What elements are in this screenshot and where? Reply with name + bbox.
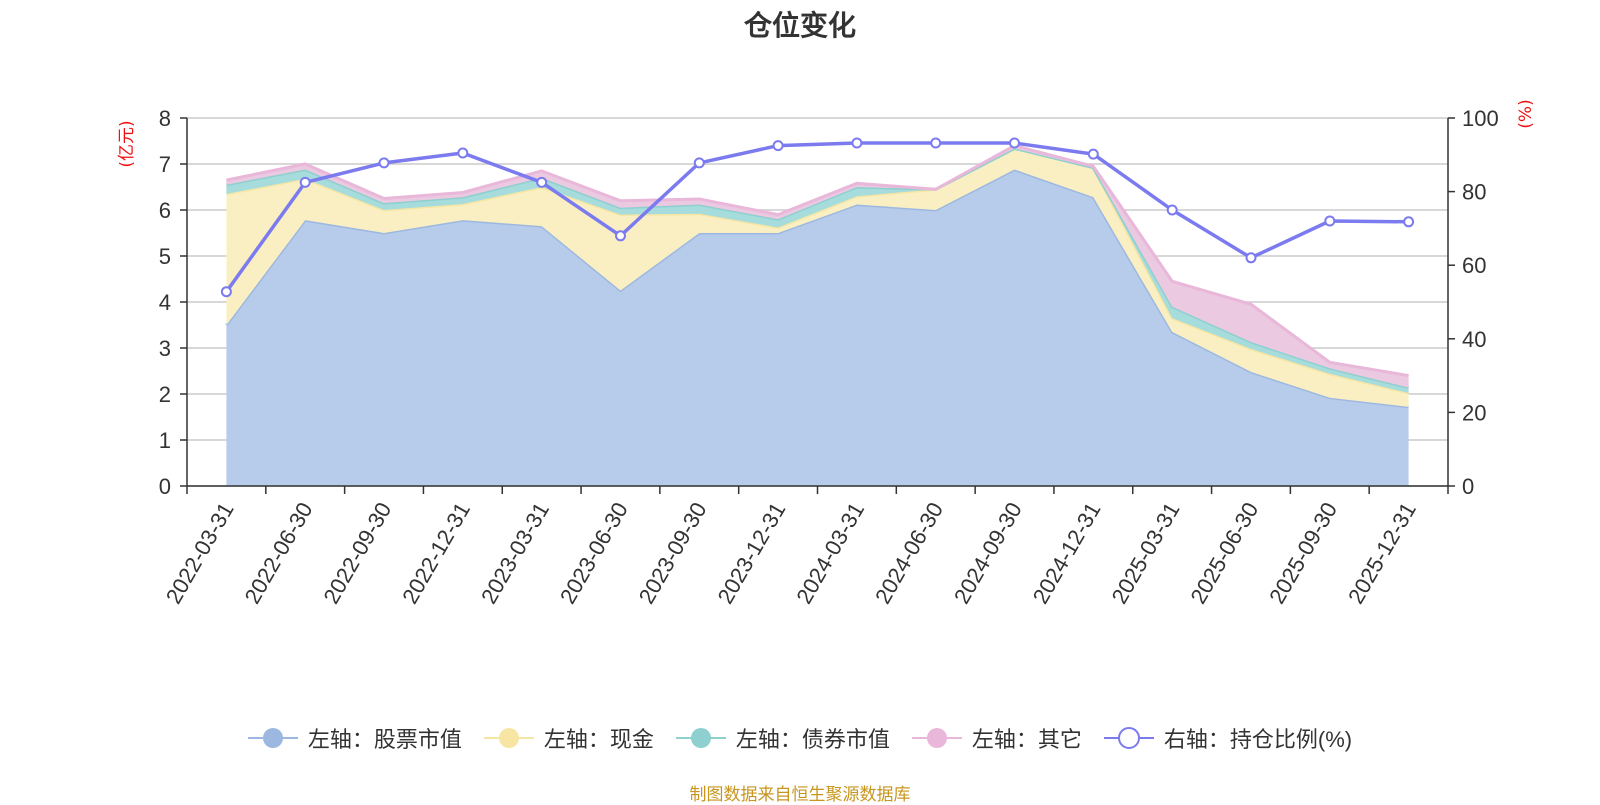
legend-label: 左轴：股票市值: [307, 727, 462, 752]
legend-marker-icon: [483, 728, 534, 748]
x-tick-label: 2025-03-31: [1107, 498, 1185, 608]
legend-item-stock[interactable]: 左轴：股票市值: [247, 722, 462, 754]
left-tick-label: 4: [159, 290, 171, 315]
ratio-point: [772, 140, 784, 152]
ratio-point: [220, 286, 232, 298]
legend-label: 右轴：持仓比例(%): [1163, 727, 1353, 752]
left-tick-label: 1: [159, 428, 171, 453]
ratio-point: [1009, 137, 1020, 149]
left-tick-label: 3: [159, 336, 171, 361]
x-tick-label: 2024-12-31: [1028, 498, 1106, 608]
legend-marker-icon: [247, 728, 298, 748]
ratio-point: [299, 176, 311, 188]
area-series-1: [226, 148, 1409, 407]
x-tick-label: 2023-12-31: [713, 498, 791, 608]
ratio-point: [378, 157, 390, 169]
x-tick-label: 2024-09-30: [949, 498, 1027, 608]
right-tick-label: 0: [1462, 474, 1474, 499]
ratio-line: [224, 141, 1409, 293]
right-tick-label: 100: [1462, 106, 1499, 131]
right-axis-unit-label: (%): [1516, 99, 1536, 128]
x-tick-label: 2022-09-30: [318, 498, 396, 608]
x-tick-label: 2025-09-30: [1264, 498, 1342, 608]
left-tick-label: 6: [159, 198, 171, 223]
ratio-point: [1166, 204, 1178, 216]
legend-label: 左轴：其它: [971, 727, 1082, 752]
area-series-edge-3: [226, 143, 1409, 378]
left-tick-label: 0: [159, 474, 171, 499]
legend-item-bond[interactable]: 左轴：债券市值: [675, 722, 890, 754]
left-tick-label: 8: [159, 106, 171, 131]
legend-marker-icon: [1103, 727, 1154, 749]
ratio-point: [851, 137, 863, 149]
x-tick-label: 2022-12-31: [397, 498, 475, 608]
x-tick-label: 2024-06-30: [870, 498, 948, 608]
x-tick-label: 2023-06-30: [555, 498, 633, 608]
legend-label: 左轴：现金: [543, 727, 654, 752]
ratio-point: [536, 176, 548, 188]
left-tick-label: 2: [159, 382, 171, 407]
right-tick-label: 20: [1462, 400, 1486, 425]
left-tick-label: 5: [159, 244, 171, 269]
x-tick-label: 2024-03-31: [791, 498, 869, 608]
right-tick-label: 60: [1462, 253, 1486, 278]
ratio-point: [457, 147, 469, 159]
ratio-point: [693, 157, 705, 169]
ratio-point: [930, 137, 942, 149]
x-tick-label: 2022-03-31: [161, 498, 239, 608]
chart-title: 仓位变化: [743, 10, 856, 41]
ratio-point: [1087, 148, 1099, 160]
x-tick-label: 2025-06-30: [1185, 498, 1263, 608]
x-tick-label: 2023-03-31: [476, 498, 554, 608]
left-tick-label: 7: [159, 152, 171, 177]
right-tick-label: 80: [1462, 180, 1486, 205]
legend-marker-icon: [911, 728, 962, 748]
legend-label: 左轴：债券市值: [735, 727, 890, 752]
legend-marker-icon: [675, 728, 726, 748]
legend: 左轴：股票市值 左轴：现金 左轴：债券市值 左轴：其它 右轴：持仓比例(%): [0, 722, 1600, 754]
ratio-point: [1245, 252, 1257, 264]
ratio-point: [615, 230, 626, 242]
source-note: 制图数据来自恒生聚源数据库: [689, 785, 911, 804]
x-tick-label: 2025-12-31: [1343, 498, 1421, 608]
x-tick-label: 2022-06-30: [240, 498, 318, 608]
legend-item-cash[interactable]: 左轴：现金: [483, 722, 654, 754]
area-series-0: [226, 169, 1409, 486]
legend-item-other[interactable]: 左轴：其它: [911, 722, 1082, 754]
left-axis-unit-label: (亿元): [117, 120, 137, 167]
ratio-point: [1324, 215, 1336, 227]
ratio-point: [1403, 216, 1415, 228]
right-tick-label: 40: [1462, 327, 1486, 352]
legend-item-ratio[interactable]: 右轴：持仓比例(%): [1103, 722, 1353, 754]
x-tick-label: 2023-09-30: [634, 498, 712, 608]
